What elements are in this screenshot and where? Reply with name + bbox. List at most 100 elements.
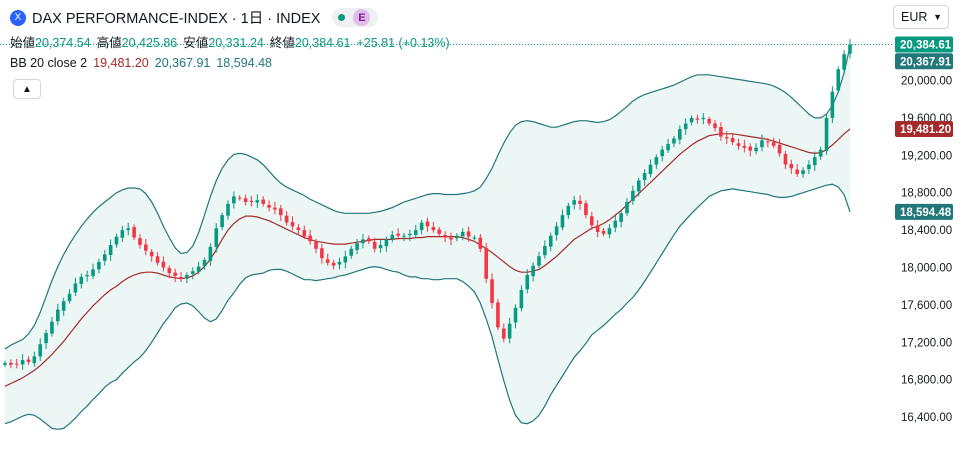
candle-body [607,228,612,235]
candle-body [273,207,277,210]
y-tick-label: 17,600.00 [901,300,952,312]
candle [185,272,189,284]
candle [85,270,89,282]
candle [50,317,54,337]
candle-body [672,138,676,144]
high-label: 高値 [96,36,122,50]
candle-body [707,118,711,124]
candle-body [32,356,37,364]
candle [208,243,213,266]
last-price-tag: 20,384.61 [895,36,953,53]
candle [355,238,359,255]
upper-band-tag: 20,367.91 [895,53,953,70]
candle [320,243,324,264]
candle [636,177,641,197]
symbol-title[interactable]: DAX PERFORMANCE-INDEX · 1日 · INDEX [32,11,321,27]
candle [384,236,389,252]
candle-body [754,147,758,152]
candle-body [91,269,95,277]
candle [255,194,260,209]
candle [126,222,131,236]
candle-body [167,268,172,274]
candle [232,191,236,209]
candle-body [3,362,7,365]
candle-body [237,197,242,199]
candle-body [249,200,254,203]
candle [278,205,283,221]
candle-body [190,271,195,274]
candle [607,224,612,238]
candle-body [701,117,706,120]
candle-body [384,239,389,247]
candle-body [648,164,653,175]
candle-body [730,137,735,143]
candle [38,338,43,362]
candle [378,239,383,253]
close-label: 終値 [269,36,295,50]
candle-body [372,241,377,249]
candle [20,354,25,370]
candle [724,131,729,144]
candle-body [613,220,618,228]
candle [337,257,342,270]
candle [14,358,19,369]
candle [144,239,148,256]
candle-body [308,235,312,242]
candle [460,228,465,241]
candle-body [519,289,524,309]
candle [590,212,594,230]
candle-body [771,142,776,146]
chart-header: X DAX PERFORMANCE-INDEX · 1日 · INDEX E [10,7,379,28]
indicator-legend[interactable]: BB 20 close 2 19,481.20 20,367.91 18,594.48 [10,56,272,70]
candle-body [337,261,342,265]
candle-body [202,260,207,267]
candle-body [513,307,518,323]
candle [678,125,682,145]
candle-body [496,302,500,328]
candle [390,230,395,243]
candle-body [14,363,19,365]
close-value: 20,384.61 [294,36,351,50]
candle-body [149,251,154,257]
candle [443,231,447,243]
candle-body [114,236,119,245]
candle [812,151,817,172]
candle-body [413,230,418,235]
candle-body [472,237,477,239]
candle-body [132,227,136,238]
candle-body [789,164,794,169]
candle [179,271,183,282]
candle-body [801,170,805,174]
candle-body [736,143,741,146]
candle [818,146,823,160]
collapse-legend-button[interactable]: ▲ [13,79,41,99]
y-tick-label: 19,200.00 [901,150,952,162]
candle [578,195,582,210]
candle-body [842,54,846,70]
candle-body [44,332,48,344]
candle-body [666,144,670,151]
price-axis-labels: 20,384.61 20,367.91 19,481.20 18,594.48 [895,36,953,220]
candle [795,163,799,177]
candle-body [161,261,166,268]
candle [584,200,588,219]
change-value: +25.81 (+0.13%) [356,36,450,50]
candle-body [595,225,600,232]
candle-body [812,157,817,166]
market-status-badge[interactable]: E [332,8,379,27]
candle [261,196,265,207]
candle-body [584,203,588,216]
candle-body [460,231,465,237]
candle-body [296,227,301,231]
candle [601,227,606,237]
indicator-middle-value: 19,481.20 [93,56,149,70]
candle [161,256,166,272]
candle-body [378,245,383,249]
candle-body [320,248,324,259]
currency-selector[interactable]: EUR ▼ [893,5,949,29]
candle [625,198,629,217]
candle [713,119,717,132]
candle [560,209,565,231]
last-price-tag-text: 20,384.61 [900,39,952,51]
